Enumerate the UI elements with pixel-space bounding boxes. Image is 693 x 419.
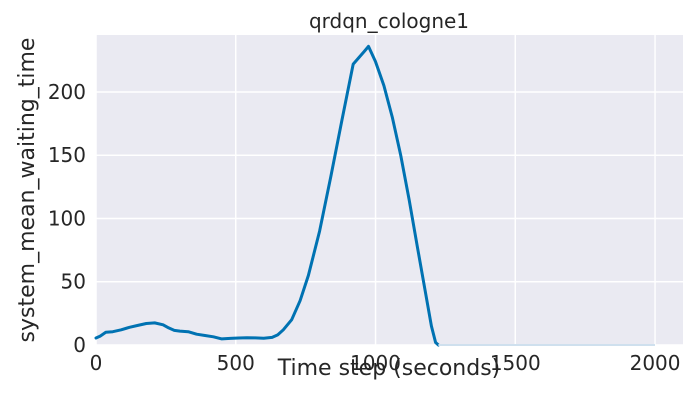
y-tick-label: 200	[48, 80, 86, 104]
x-tick-labels: 0 500 1000 1500 2000	[90, 351, 681, 375]
x-tick-label: 2000	[630, 351, 681, 375]
x-tick-label: 1500	[490, 351, 541, 375]
y-tick-label: 50	[61, 270, 86, 294]
chart-title: qrdqn_cologne1	[309, 9, 469, 33]
y-tick-label: 100	[48, 206, 86, 230]
x-axis-label: Time step (seconds)	[277, 356, 501, 381]
x-tick-label: 0	[90, 351, 103, 375]
y-tick-label: 150	[48, 143, 86, 167]
y-tick-label: 0	[73, 333, 86, 357]
y-tick-labels: 0 50 100 150 200	[48, 80, 86, 357]
y-axis-label: system_mean_waiting_time	[15, 38, 40, 343]
series-line	[94, 44, 440, 347]
x-tick-label: 1000	[350, 351, 401, 375]
x-tick-label: 500	[217, 351, 255, 375]
plot-background	[96, 35, 683, 345]
grid-lines	[95, 35, 683, 346]
